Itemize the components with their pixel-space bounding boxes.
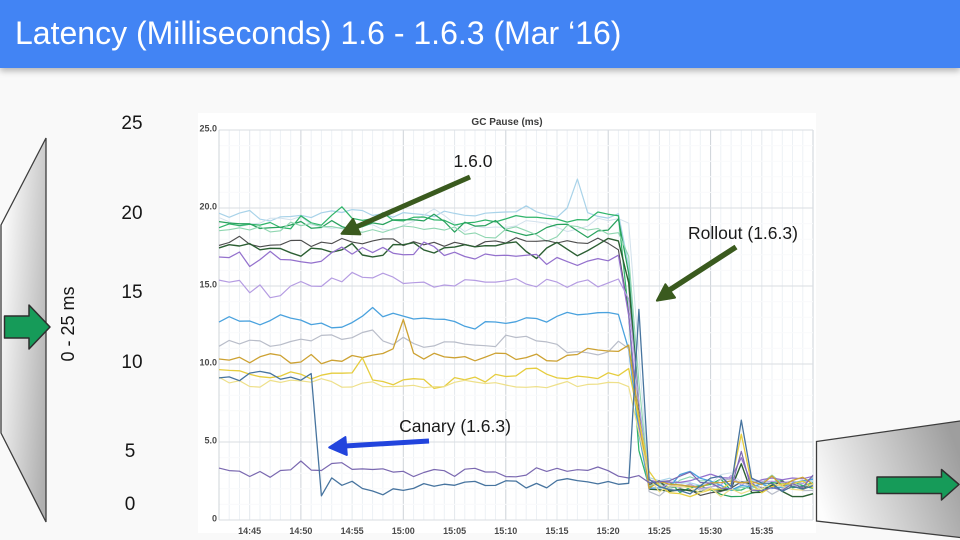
svg-text:15:10: 15:10	[494, 526, 517, 536]
svg-text:Rollout (1.6.3): Rollout (1.6.3)	[688, 223, 798, 243]
svg-text:25.0: 25.0	[199, 124, 217, 134]
svg-text:0 - 25 ms: 0 - 25 ms	[58, 286, 78, 361]
svg-text:10.0: 10.0	[199, 358, 217, 368]
svg-text:15:05: 15:05	[443, 526, 466, 536]
svg-text:15:00: 15:00	[392, 526, 415, 536]
svg-text:15:30: 15:30	[699, 526, 722, 536]
svg-text:15:25: 15:25	[648, 526, 671, 536]
svg-text:15:35: 15:35	[750, 526, 773, 536]
svg-text:1.6.0: 1.6.0	[454, 151, 493, 171]
svg-text:14:55: 14:55	[341, 526, 364, 536]
svg-text:GC Pause (ms): GC Pause (ms)	[471, 117, 542, 128]
svg-text:14:50: 14:50	[289, 526, 312, 536]
svg-text:20.0: 20.0	[199, 202, 217, 212]
svg-text:Canary (1.6.3): Canary (1.6.3)	[399, 416, 511, 436]
svg-text:15:20: 15:20	[597, 526, 620, 536]
svg-text:15.0: 15.0	[199, 280, 217, 290]
svg-text:0: 0	[212, 514, 217, 524]
svg-text:15:15: 15:15	[545, 526, 568, 536]
svg-text:14:45: 14:45	[238, 526, 261, 536]
svg-text:5.0: 5.0	[204, 436, 217, 446]
